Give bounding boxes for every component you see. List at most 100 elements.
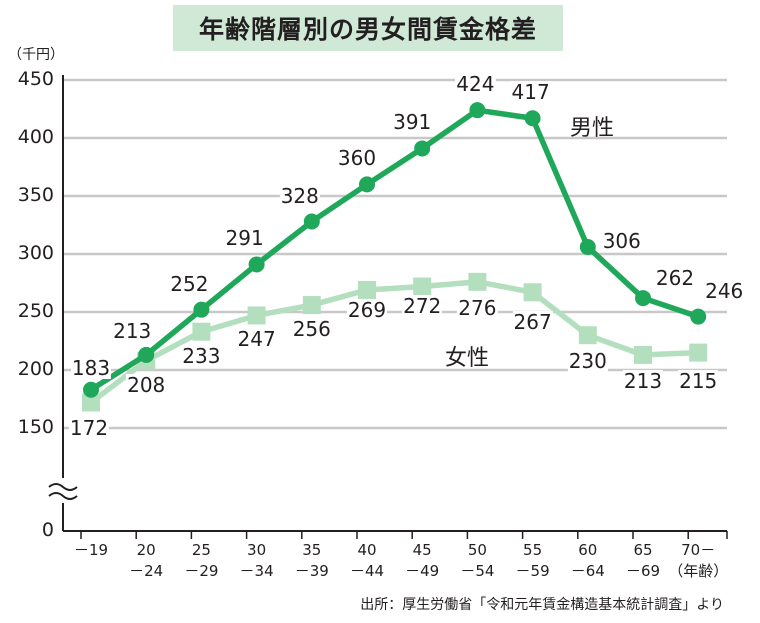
female-data-label: 233	[181, 343, 222, 368]
y-tick-label: 0	[41, 519, 54, 541]
male-data-point	[248, 256, 265, 273]
x-tick-label-line2: －24	[129, 562, 164, 580]
female-data-label: 230	[567, 349, 608, 374]
x-tick-label: 55 －59	[503, 540, 563, 582]
x-tick-label: 35 －39	[282, 540, 342, 582]
x-tick-label-line1: 50	[467, 541, 487, 559]
female-series-line	[89, 279, 699, 405]
y-tick-label: 250	[17, 300, 54, 322]
female-data-label: 267	[512, 310, 553, 335]
x-tick-label-line1: 70－	[681, 541, 716, 559]
x-tick-label: 60 －64	[558, 540, 618, 582]
y-tick-label: 200	[17, 358, 54, 380]
male-data-point	[469, 102, 486, 119]
female-data-point	[358, 280, 376, 299]
source-note: 出所：厚生労働省「令和元年賃金構造基本統計調査」より	[360, 597, 724, 613]
male-data-point	[524, 110, 541, 127]
x-tick-label: 25 －29	[171, 540, 231, 582]
x-tick-label: 50 －54	[447, 540, 507, 582]
y-unit-label: （千円）	[8, 47, 64, 63]
male-series-name: 男性	[570, 116, 615, 141]
female-data-point	[468, 272, 487, 291]
y-tick-label: 300	[17, 242, 54, 264]
female-data-label: 247	[236, 327, 277, 352]
y-tick-label: 450	[17, 68, 54, 90]
female-data-point	[689, 343, 708, 362]
female-data-label: 172	[68, 416, 110, 441]
axis-break-mark	[48, 483, 78, 491]
female-data-label: 213	[622, 368, 664, 393]
male-data-point	[635, 290, 651, 307]
female-data-point	[82, 393, 100, 412]
x-tick-label: 65 －69	[613, 540, 673, 582]
female-data-point	[302, 296, 321, 315]
y-tick-label: 150	[17, 416, 54, 438]
axis-break-mark	[48, 492, 78, 500]
female-data-label: 276	[457, 295, 498, 320]
x-tick-label-line2: －64	[570, 562, 605, 580]
x-tick-label-line1: 35	[302, 541, 322, 559]
female-data-label: 256	[291, 317, 332, 342]
chart-title-box: 年齢階層別の男女間賃金格差	[173, 5, 563, 51]
male-data-label: 252	[169, 271, 210, 296]
female-data-point	[634, 345, 652, 364]
x-tick-label-line2: －69	[625, 562, 661, 580]
male-data-point	[193, 301, 210, 318]
y-tick-label: 350	[17, 184, 54, 206]
x-tick-label-line2: （年齢）	[668, 562, 729, 580]
male-series-line	[89, 107, 700, 393]
x-tick-label-line2: －54	[460, 562, 495, 580]
male-data-point	[690, 308, 707, 325]
male-data-label: 424	[455, 72, 496, 97]
female-data-point	[523, 283, 542, 302]
x-tick-label-line2: －29	[184, 562, 219, 580]
female-data-label: 272	[402, 294, 443, 319]
x-tick-label: 20 －24	[116, 540, 176, 582]
x-tick-label-line2: －39	[294, 562, 329, 580]
male-data-label: 291	[224, 226, 265, 251]
x-tick-label-line2: －59	[515, 562, 550, 580]
male-data-label: 183	[70, 355, 112, 380]
x-tick-label: 40 －44	[337, 540, 397, 582]
male-data-label: 262	[654, 266, 696, 291]
male-data-point	[579, 239, 596, 256]
male-data-label: 246	[704, 278, 745, 303]
female-series-name: 女性	[445, 346, 490, 371]
male-data-point	[83, 381, 99, 398]
female-data-label: 208	[126, 372, 167, 397]
male-data-label: 213	[112, 318, 153, 343]
female-data-point	[192, 322, 211, 341]
y-tick-label: 400	[17, 126, 54, 148]
female-data-point	[247, 306, 266, 325]
x-tick-label-line1: 45	[412, 541, 432, 559]
male-data-label: 417	[510, 80, 551, 105]
male-data-point	[138, 346, 155, 363]
male-data-point	[414, 140, 431, 157]
x-tick-label: 30 －34	[227, 540, 287, 582]
female-data-point	[578, 326, 597, 345]
female-data-point	[413, 277, 432, 296]
x-tick-label-line1: 40	[357, 541, 377, 559]
male-data-label: 306	[601, 229, 642, 254]
x-tick-label-line2: －49	[405, 562, 440, 580]
female-data-label: 269	[346, 297, 388, 322]
x-tick-label-line2: －34	[239, 562, 274, 580]
x-tick-label-line1: 30	[247, 541, 267, 559]
x-tick-label-line1: 60	[578, 541, 598, 559]
female-data-label: 215	[678, 368, 719, 393]
x-tick-label-line1: 20	[136, 541, 156, 559]
chart-title: 年齢階層別の男女間賃金格差	[198, 15, 537, 44]
male-data-label: 360	[336, 146, 378, 171]
male-data-point	[303, 213, 320, 230]
x-tick-label-line1: 25	[191, 541, 211, 559]
x-tick-label: －19	[61, 540, 121, 561]
x-tick-label-line1: －19	[73, 541, 109, 559]
x-tick-label-line1: 65	[633, 541, 653, 559]
male-data-label: 391	[392, 110, 433, 135]
x-tick-label: 70－ （年齢）	[668, 540, 728, 582]
x-tick-label: 45 －49	[392, 540, 452, 582]
male-data-point	[359, 176, 375, 193]
male-data-label: 328	[279, 183, 320, 208]
x-tick-label-line1: 55	[523, 541, 543, 559]
